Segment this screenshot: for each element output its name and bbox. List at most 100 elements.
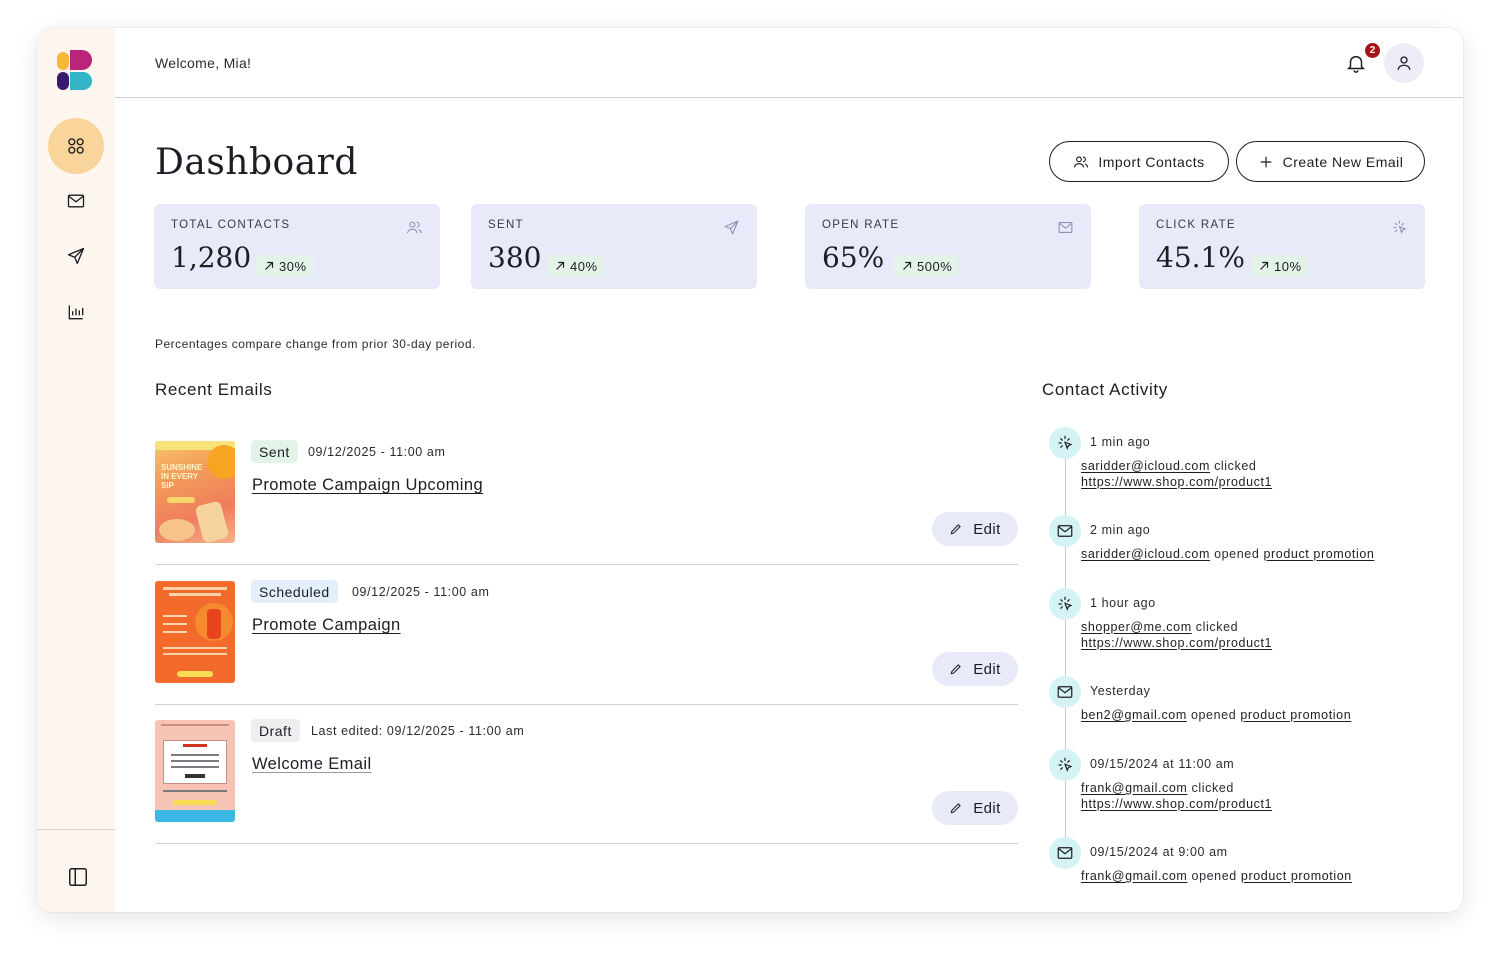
mail-icon	[1057, 686, 1073, 698]
email-thumbnail[interactable]	[155, 720, 235, 822]
contact-email-link[interactable]: ben2@gmail.com	[1081, 708, 1187, 722]
main-content: Dashboard Import Contacts Create New Ema…	[115, 98, 1463, 912]
activity-timeline-line	[1065, 444, 1066, 854]
grid-icon	[68, 138, 84, 154]
send-icon	[67, 247, 85, 265]
status-badge: Sent	[251, 440, 298, 463]
activity-time: 1 hour ago	[1090, 596, 1156, 610]
edit-button[interactable]: Edit	[932, 791, 1018, 825]
recent-emails-title: Recent Emails	[155, 380, 273, 399]
users-icon	[1074, 155, 1089, 167]
activity-time: 2 min ago	[1090, 523, 1151, 537]
avatar[interactable]	[1384, 43, 1424, 83]
stat-card-sent: SENT 380 40%	[471, 204, 757, 289]
mail-icon	[1057, 525, 1073, 537]
stat-label: TOTAL CONTACTS	[171, 219, 291, 231]
edit-button[interactable]: Edit	[932, 512, 1018, 546]
stat-change-badge: 500%	[894, 255, 959, 277]
edit-label: Edit	[973, 660, 1001, 678]
page-title: Dashboard	[155, 142, 358, 183]
import-contacts-button[interactable]: Import Contacts	[1049, 141, 1229, 182]
activity-target-link[interactable]: https://www.shop.com/product1	[1081, 636, 1273, 650]
email-date: 09/12/2025 - 11:00 am	[308, 445, 446, 459]
email-thumbnail[interactable]	[155, 581, 235, 683]
sidebar	[37, 28, 115, 912]
compare-note: Percentages compare change from prior 30…	[155, 337, 476, 351]
stat-card-total-contacts: TOTAL CONTACTS 1,280 30%	[154, 204, 440, 289]
contact-email-link[interactable]: saridder@icloud.com	[1081, 459, 1210, 473]
mail-icon	[1058, 222, 1073, 233]
arrow-up-right-icon	[903, 261, 912, 270]
create-new-email-button[interactable]: Create New Email	[1236, 141, 1425, 182]
activity-action: opened	[1190, 708, 1237, 722]
activity-target-link[interactable]: product promotion	[1263, 547, 1375, 561]
user-icon	[1397, 56, 1411, 70]
contact-email-link[interactable]: shopper@me.com	[1081, 620, 1192, 634]
arrow-up-right-icon	[265, 261, 274, 270]
stat-label: CLICK RATE	[1156, 219, 1236, 231]
activity-icon	[1049, 515, 1081, 547]
stat-value: 380	[488, 241, 542, 274]
contact-activity-title: Contact Activity	[1042, 380, 1168, 399]
activity-text: frank@gmail.com opened product promotion	[1081, 868, 1426, 884]
activity-target-link[interactable]: product promotion	[1240, 869, 1352, 883]
activity-target-link[interactable]: product promotion	[1240, 708, 1352, 722]
activity-time: Yesterday	[1090, 684, 1151, 698]
app-window: Welcome, Mia! 2 Dashboard Import Contact…	[37, 28, 1463, 912]
activity-target-link[interactable]: https://www.shop.com/product1	[1081, 475, 1273, 489]
activity-action: clicked	[1195, 620, 1239, 634]
contact-email-link[interactable]: saridder@icloud.com	[1081, 547, 1210, 561]
nav-emails[interactable]	[48, 173, 104, 229]
stat-card-click-rate: CLICK RATE 45.1% 10%	[1139, 204, 1425, 289]
email-row[interactable]: Scheduled 09/12/2025 - 11:00 am Promote …	[155, 565, 1018, 705]
nav-analytics[interactable]	[48, 284, 104, 340]
edit-label: Edit	[973, 799, 1001, 817]
arrow-up-right-icon	[556, 261, 565, 270]
stat-label: SENT	[488, 219, 524, 231]
activity-action: opened	[1214, 547, 1260, 561]
pencil-icon	[950, 803, 962, 814]
stat-value: 65%	[822, 241, 885, 274]
email-title-link[interactable]: Promote Campaign	[252, 616, 401, 634]
nav-campaigns[interactable]	[48, 228, 104, 284]
stat-value: 45.1%	[1156, 241, 1245, 274]
stat-change-badge: 30%	[256, 255, 313, 277]
activity-icon	[1049, 427, 1081, 459]
activity-text: frank@gmail.com clicked https://www.shop…	[1081, 780, 1426, 812]
contact-email-link[interactable]: frank@gmail.com	[1081, 781, 1188, 795]
users-icon	[406, 221, 423, 234]
activity-action: clicked	[1214, 459, 1257, 473]
thumbnail-headline: SUNSHINE IN EVERY SIP	[161, 463, 203, 490]
edit-label: Edit	[973, 520, 1001, 538]
activity-icon	[1049, 588, 1081, 620]
plus-icon	[1260, 156, 1271, 167]
email-thumbnail[interactable]: SUNSHINE IN EVERY SIP	[155, 441, 235, 543]
contact-email-link[interactable]: frank@gmail.com	[1081, 869, 1188, 883]
activity-text: saridder@icloud.com opened product promo…	[1081, 546, 1426, 562]
email-row[interactable]: SUNSHINE IN EVERY SIP Sent 09/12/2025 - …	[155, 425, 1018, 565]
email-row[interactable]: Draft Last edited: 09/12/2025 - 11:00 am…	[155, 704, 1018, 844]
email-title-link[interactable]: Welcome Email	[252, 755, 372, 773]
arrow-up-right-icon	[1260, 261, 1269, 270]
email-date: 09/12/2025 - 11:00 am	[352, 585, 490, 599]
top-header: Welcome, Mia! 2	[115, 28, 1463, 98]
activity-text: shopper@me.com clicked https://www.shop.…	[1081, 619, 1426, 651]
activity-text: saridder@icloud.com clicked https://www.…	[1081, 458, 1426, 490]
bell-icon[interactable]	[1345, 52, 1367, 74]
pencil-icon	[950, 524, 962, 535]
email-title-link[interactable]: Promote Campaign Upcoming	[252, 476, 484, 494]
edit-button[interactable]: Edit	[932, 652, 1018, 686]
activity-target-link[interactable]: https://www.shop.com/product1	[1081, 797, 1273, 811]
welcome-message: Welcome, Mia!	[155, 55, 252, 71]
activity-action: opened	[1191, 869, 1237, 883]
stat-card-open-rate: OPEN RATE 65% 500%	[805, 204, 1091, 289]
activity-time: 09/15/2024 at 11:00 am	[1090, 757, 1235, 771]
status-badge: Draft	[251, 719, 300, 742]
click-icon	[1393, 220, 1407, 234]
activity-time: 1 min ago	[1090, 435, 1151, 449]
nav-dashboard[interactable]	[48, 118, 104, 174]
brand-logo[interactable]	[57, 50, 93, 92]
sidebar-toggle-icon[interactable]	[67, 866, 89, 888]
bar-chart-icon	[68, 305, 84, 320]
click-icon	[1058, 435, 1073, 450]
